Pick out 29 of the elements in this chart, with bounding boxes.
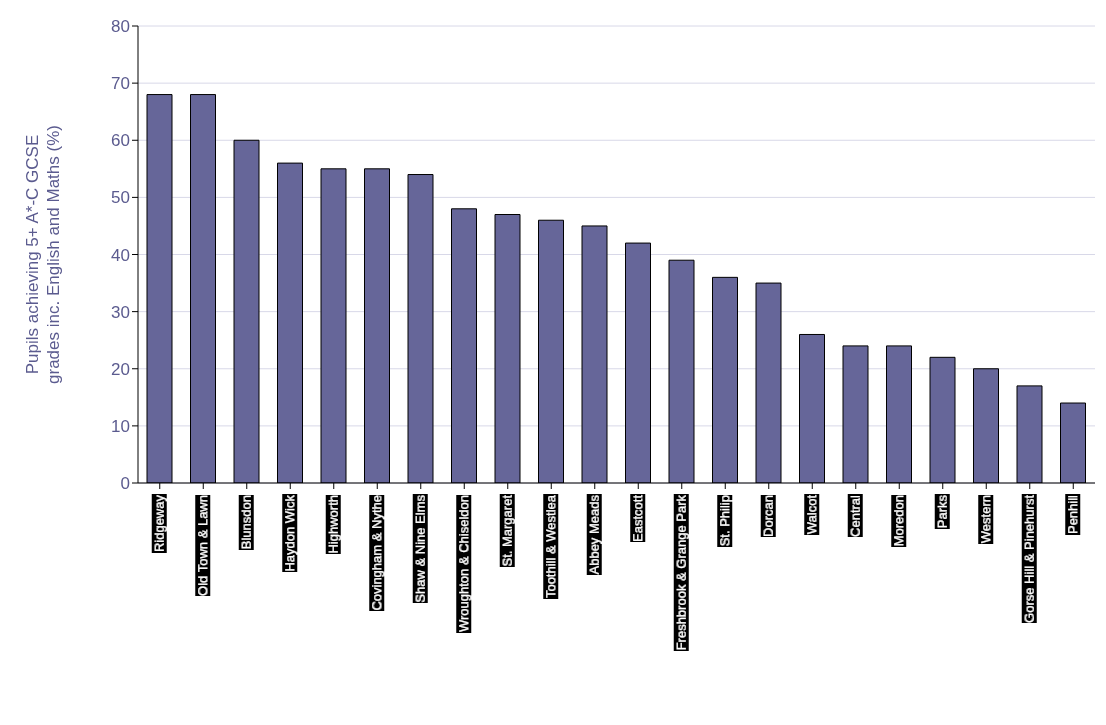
x-tick-label: St. Philip [717, 495, 733, 547]
x-tick-label: Walcot [804, 494, 820, 535]
x-tick-label: Freshbrook & Grange Park [673, 494, 689, 651]
y-tick-label: 0 [120, 474, 130, 494]
x-tick-label: Central [847, 494, 863, 537]
x-tick-label: Abbey Meads [586, 494, 602, 575]
x-tick-label: Toothill & Westlea [543, 494, 559, 599]
x-tick-label: Highworth [325, 495, 341, 554]
x-tick-label: Covingham & Nythe [369, 495, 385, 611]
x-tick-label: Parks [934, 494, 950, 529]
y-tick-label: 10 [111, 416, 130, 436]
y-axis-title: Pupils achieving 5+ A*-C GCSE grades inc. English and Maths (%) [23, 125, 63, 384]
y-tick-label: 20 [111, 359, 130, 379]
x-tick-label: Moredon [891, 495, 907, 547]
x-tick-label: St. Margaret [499, 494, 515, 567]
y-tick-label: 50 [111, 188, 130, 208]
x-tick-label: Gorse Hill & Pinehurst [1021, 494, 1037, 623]
y-tick-label: 70 [111, 74, 130, 94]
x-tick-label: Western [978, 495, 994, 544]
y-tick-label: 30 [111, 302, 130, 322]
y-tick-label: 40 [111, 245, 130, 265]
x-tick-label: Old Town & Lawn [195, 495, 211, 596]
x-tick-label: Penhill [1065, 494, 1081, 535]
y-tick-label: 60 [111, 131, 130, 151]
x-tick-label: Blunsdon [238, 495, 254, 550]
x-tick-label: Dorcan [760, 495, 776, 537]
x-tick-label: Wroughton & Chiseldon [456, 495, 472, 633]
x-tick-label: Eastcott [630, 494, 646, 542]
y-tick-label: 80 [111, 17, 130, 37]
